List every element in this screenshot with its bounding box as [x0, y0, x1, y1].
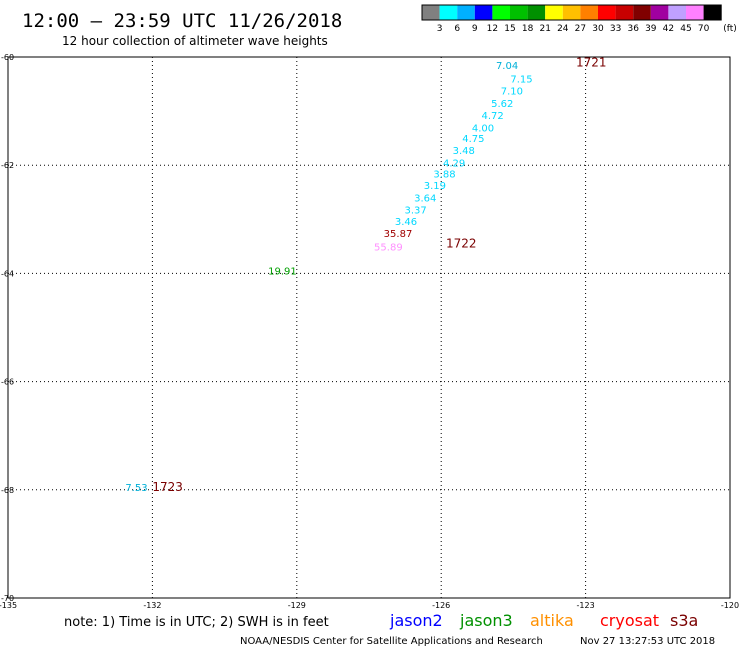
- colorbar-label: 33: [610, 24, 621, 34]
- x-tick-label: -123: [577, 601, 595, 610]
- colorbar-swatch: [615, 5, 634, 20]
- colorbar-label: 36: [627, 24, 639, 34]
- colorbar-border: [421, 4, 722, 21]
- wave-height-point: 3.64: [414, 194, 436, 205]
- x-tick-label: -120: [721, 601, 739, 610]
- colorbar-legend: 3 6 9 12 15 18 21 24 27 30 33 36 39 42 45 70 (ft): [421, 4, 737, 34]
- colorbar-swatch: [598, 5, 616, 20]
- colorbar-label: 12: [487, 24, 498, 34]
- wave-height-point: 3.88: [433, 169, 455, 180]
- colorbar-swatch: [703, 5, 722, 20]
- colorbar-label: 27: [575, 24, 586, 34]
- satellite-s3a: s3a: [670, 611, 698, 630]
- colorbar-swatch: [527, 5, 546, 20]
- time-label: 1721: [576, 55, 607, 69]
- wave-height-point: 4.75: [462, 134, 484, 145]
- time-label: 1722: [446, 237, 477, 251]
- colorbar-label: 18: [522, 24, 534, 34]
- x-tick-label: -126: [432, 601, 450, 610]
- colorbar-swatch: [510, 5, 528, 20]
- x-tick-label: -135: [0, 601, 17, 610]
- colorbar-label: 9: [472, 24, 478, 34]
- wave-height-point: 3.37: [404, 206, 426, 217]
- colorbar-label: 3: [437, 24, 443, 34]
- wave-height-point: 3.19: [424, 181, 446, 192]
- wave-height-point: 5.62: [491, 99, 513, 110]
- y-tick-label: -64: [1, 269, 14, 278]
- chart-title: 12:00 – 23:59 UTC 11/26/2018: [22, 10, 342, 32]
- satellite-jason2: jason2: [389, 611, 443, 630]
- colorbar-swatch: [633, 5, 651, 20]
- wave-height-point: 4.72: [482, 111, 504, 122]
- colorbar-swatch: [545, 5, 563, 20]
- satellite-legend: jason2 jason3 altika cryosat s3a: [389, 611, 698, 630]
- wave-height-point: 7.15: [510, 75, 532, 86]
- colorbar-swatch: [474, 5, 493, 20]
- wave-height-point: 4.00: [472, 123, 494, 134]
- y-tick-label: -70: [1, 594, 14, 603]
- wave-height-point: 35.87: [384, 229, 413, 240]
- colorbar-label: 15: [504, 24, 515, 34]
- chart-subtitle: 12 hour collection of altimeter wave hei…: [62, 34, 328, 48]
- wave-height-point: 4.29: [443, 158, 465, 169]
- y-tick-label: -68: [1, 486, 14, 495]
- colorbar-label: 21: [539, 24, 550, 34]
- time-labels: 1721 1722 1723: [152, 55, 606, 494]
- colorbar-swatch: [422, 5, 440, 20]
- colorbar-swatch: [580, 5, 598, 20]
- y-tick-label: -60: [1, 53, 14, 62]
- x-tick-labels: -135 -132 -129 -126 -123 -120: [0, 601, 739, 610]
- x-tick-label: -129: [288, 601, 306, 610]
- wave-height-point: 7.04: [496, 61, 518, 72]
- wave-height-point: 7.53: [125, 483, 147, 494]
- footer-note: note: 1) Time is in UTC; 2) SWH is in fe…: [64, 615, 329, 630]
- x-tick-label: -132: [143, 601, 161, 610]
- plot-frame: [7, 56, 731, 599]
- y-tick-labels: -60 -62 -64 -66 -68 -70: [1, 53, 14, 603]
- colorbar-unit: (ft): [723, 24, 737, 34]
- colorbar-swatch: [650, 5, 669, 20]
- data-points: 7.04 7.157.105.624.724.004.753.484.293.88…: [125, 61, 532, 494]
- wave-height-point: 55.89: [374, 242, 403, 253]
- wave-height-point: 7.10: [501, 87, 523, 98]
- colorbar-label: 6: [454, 24, 460, 34]
- colorbar-label: 70: [698, 24, 710, 34]
- colorbar-swatch: [562, 5, 581, 20]
- satellite-jason3: jason3: [459, 611, 513, 630]
- colorbar-label: 45: [680, 24, 691, 34]
- colorbar-swatch: [686, 5, 704, 20]
- wave-height-point: 3.46: [395, 217, 417, 228]
- colorbar-label: 24: [557, 24, 569, 34]
- wave-height-point: 19.91: [268, 267, 297, 278]
- footer-credit: NOAA/NESDIS Center for Satellite Applica…: [240, 636, 543, 647]
- grid-lines: [8, 57, 730, 598]
- footer-timestamp: Nov 27 13:27:53 UTC 2018: [580, 636, 715, 647]
- colorbar-label: 30: [592, 24, 604, 34]
- colorbar-swatch: [668, 5, 686, 20]
- colorbar-swatch: [457, 5, 475, 20]
- wave-height-point: 3.48: [453, 146, 475, 157]
- colorbar-label: 39: [645, 24, 657, 34]
- satellite-cryosat: cryosat: [600, 611, 659, 630]
- colorbar-swatch: [492, 5, 510, 20]
- time-label: 1723: [152, 480, 183, 494]
- plot-area: -135 -132 -129 -126 -123 -120 -60 -62 -64 -66 -68…: [0, 53, 739, 610]
- y-tick-label: -62: [1, 161, 14, 170]
- colorbar-swatch: [439, 5, 458, 20]
- y-tick-label: -66: [1, 378, 14, 387]
- colorbar-label: 42: [663, 24, 674, 34]
- satellite-altika: altika: [530, 611, 574, 630]
